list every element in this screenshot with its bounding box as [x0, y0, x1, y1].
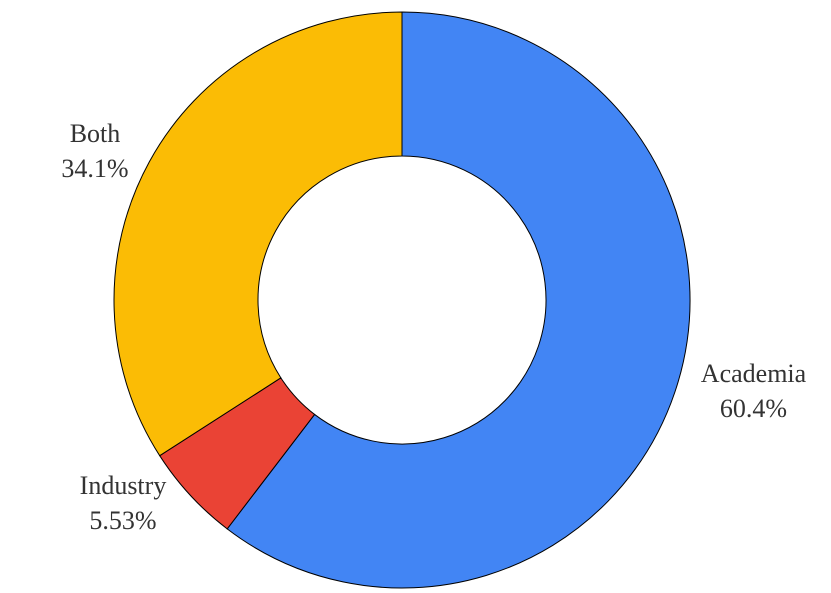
- pie-slice-academia: [226, 11, 691, 589]
- slice-label-industry-pct: 5.53%: [89, 506, 157, 535]
- slice-label-both-name: Both: [69, 119, 121, 148]
- pie-slice-both: [113, 11, 403, 457]
- slice-label-industry: Industry 5.53%: [48, 468, 198, 538]
- slice-label-academia-pct: 60.4%: [719, 394, 788, 423]
- slice-label-both-pct: 34.1%: [61, 154, 129, 183]
- slice-label-industry-name: Industry: [79, 471, 167, 500]
- slice-label-both: Both 34.1%: [25, 116, 165, 186]
- slice-label-academia: Academia 60.4%: [676, 356, 831, 426]
- slice-label-academia-name: Academia: [700, 359, 807, 388]
